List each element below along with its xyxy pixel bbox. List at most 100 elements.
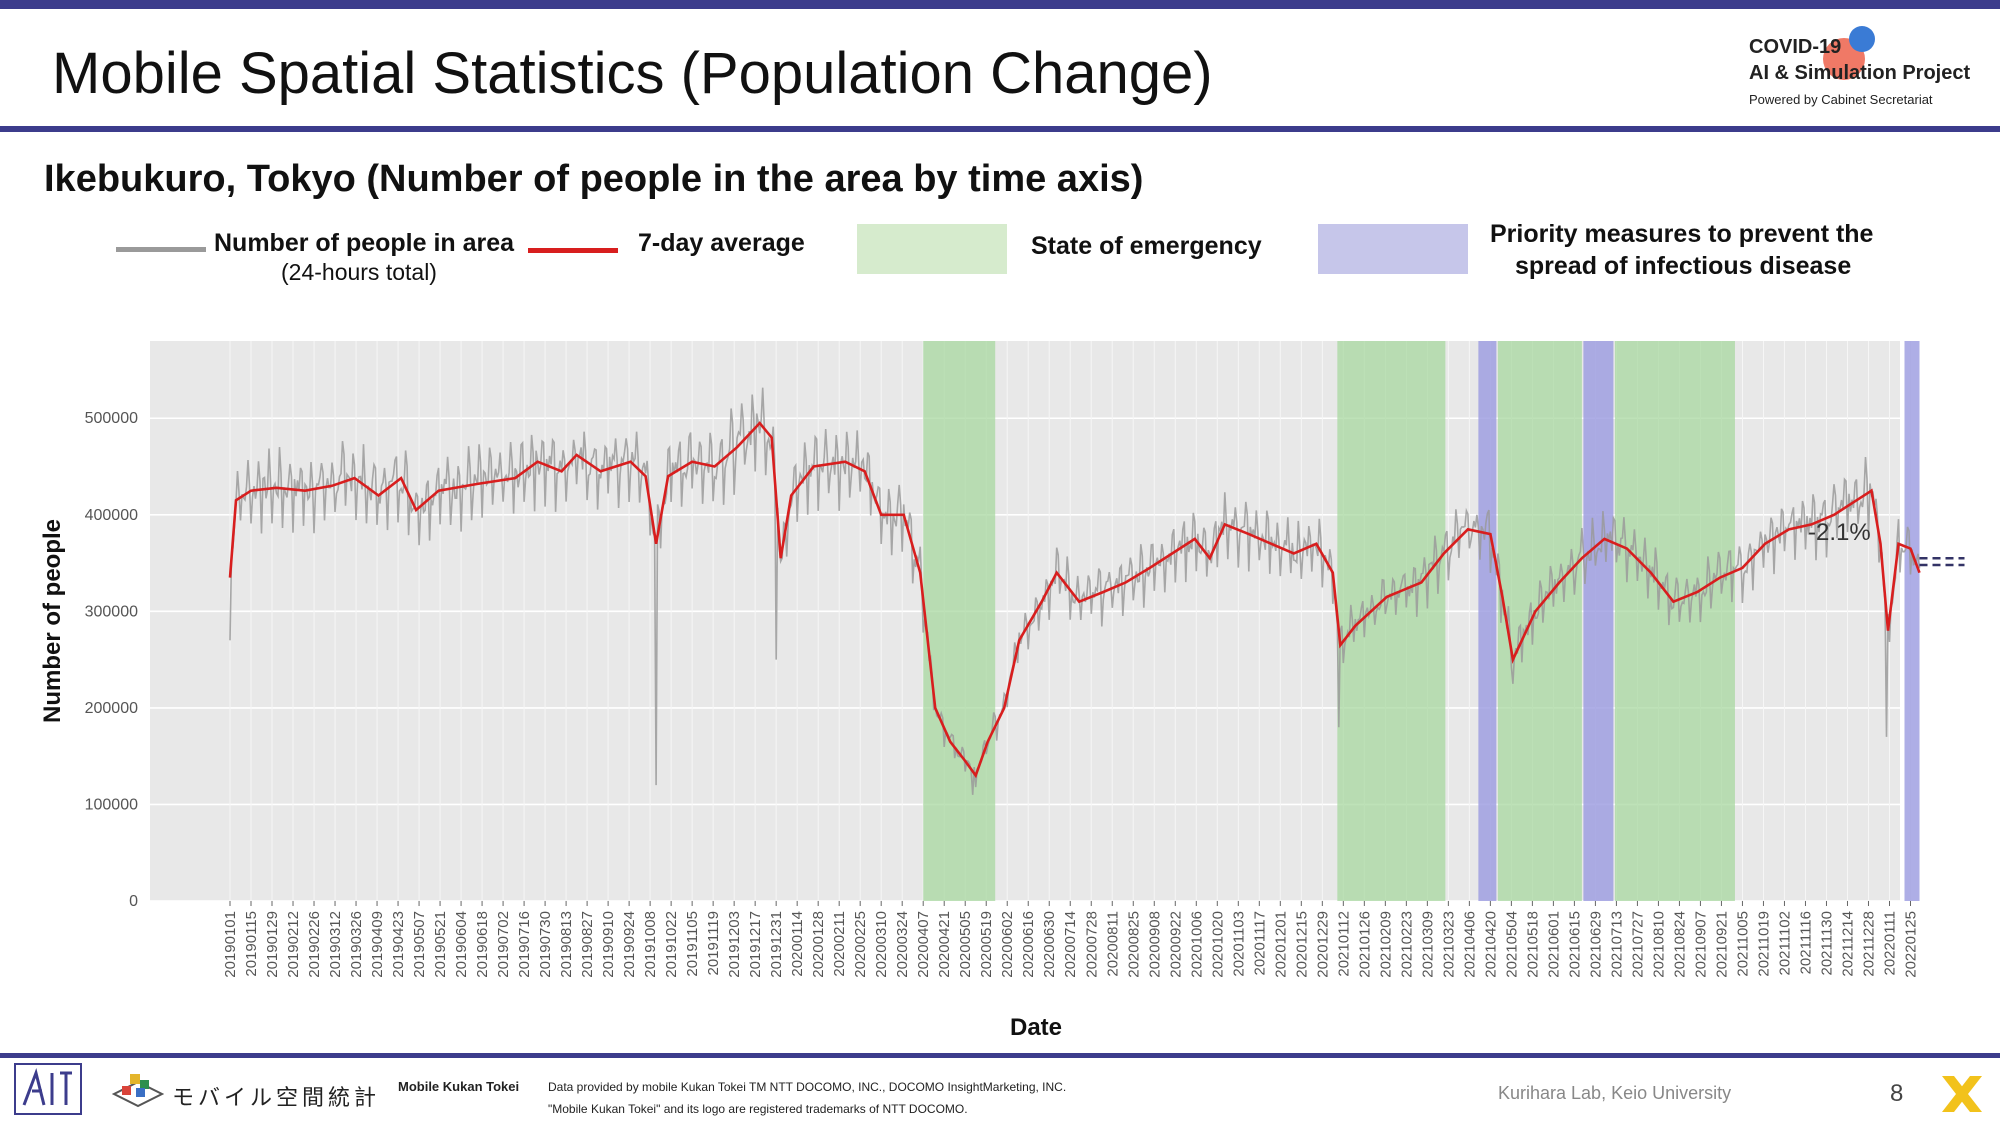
- y-tick-label: 400000: [85, 507, 138, 524]
- daily-people-line: [229, 387, 1921, 795]
- legend-daily-sublabel: (24-hours total): [281, 259, 437, 285]
- x-tick-label: 20210112: [1335, 911, 1352, 977]
- x-axis-label: Date: [1010, 1014, 1062, 1041]
- university-emblem-icon: [14, 1063, 82, 1115]
- x-tick-label: 20211005: [1734, 911, 1751, 977]
- x-tick-label: 20210615: [1566, 911, 1583, 978]
- x-tick-label: 20210518: [1524, 911, 1541, 978]
- x-tick-label: 20190115: [243, 911, 260, 977]
- legend-average-label: 7-day average: [638, 229, 805, 257]
- legend-daily-label: Number of people in area: [214, 229, 515, 257]
- x-tick-label: 20201020: [1209, 911, 1226, 978]
- top-accent-bar: [0, 0, 2000, 9]
- x-tick-label: 20190101: [222, 911, 239, 978]
- x-tick-label: 20200811: [1104, 911, 1121, 977]
- x-tick-label: 20190226: [306, 911, 323, 978]
- y-tick-label: 500000: [85, 410, 138, 427]
- x-tick-label: 20210223: [1398, 911, 1415, 978]
- x-tick-label: 20200128: [810, 911, 827, 978]
- x-tick-label: 20200407: [915, 911, 932, 978]
- x-mark-logo-icon: [1942, 1076, 1982, 1112]
- x-tick-label: 20200714: [1062, 911, 1079, 978]
- x-tick-label: 20200630: [1041, 911, 1058, 978]
- page-number: 8: [1890, 1080, 1904, 1107]
- legend-priority-label-1: Priority measures to prevent the: [1490, 220, 1874, 248]
- x-tick-label: 20190827: [579, 911, 596, 978]
- x-tick-label: 20191022: [663, 911, 680, 978]
- x-tick-label: 20220125: [1902, 911, 1919, 978]
- emergency-period-band: [1337, 341, 1446, 901]
- x-tick-label: 20190604: [453, 911, 470, 978]
- x-tick-label: 20200505: [957, 911, 974, 978]
- x-tick-label: 20200310: [873, 911, 890, 978]
- x-tick-label: 20190312: [327, 911, 344, 978]
- x-tick-label: 20201215: [1293, 911, 1310, 978]
- x-tick-label: 20210824: [1671, 911, 1688, 978]
- x-tick-label: 20201229: [1314, 911, 1331, 978]
- priority-period-band: [1583, 341, 1614, 901]
- x-tick-label: 20210504: [1503, 911, 1520, 978]
- lab-credit: Kurihara Lab, Keio University: [1498, 1083, 1732, 1103]
- change-annotation: -2.1%: [1808, 519, 1871, 546]
- x-tick-label: 20190910: [600, 911, 617, 978]
- y-tick-label: 0: [129, 893, 138, 910]
- x-tick-label: 20200324: [894, 911, 911, 978]
- x-tick-label: 20210907: [1692, 911, 1709, 978]
- x-tick-label: 20200922: [1167, 911, 1184, 978]
- x-tick-label: 20200908: [1146, 911, 1163, 978]
- logo-blue-dot: [1849, 26, 1875, 52]
- x-tick-label: 20210629: [1587, 911, 1604, 978]
- x-tick-label: 20190326: [348, 911, 365, 978]
- x-tick-label: 20210713: [1608, 911, 1625, 978]
- x-tick-label: 20190409: [369, 911, 386, 978]
- source-line-2: "Mobile Kukan Tokei" and its logo are re…: [548, 1102, 968, 1116]
- y-tick-label: 300000: [85, 603, 138, 620]
- source-title: Mobile Kukan Tokei: [398, 1079, 520, 1094]
- footer-divider: [0, 1053, 2000, 1058]
- legend-average-swatch: [528, 248, 618, 253]
- x-tick-label: 20190730: [537, 911, 554, 978]
- x-tick-label: 20200728: [1083, 911, 1100, 978]
- x-tick-label: 20190129: [264, 911, 281, 978]
- x-tick-label: 20191008: [642, 911, 659, 978]
- x-tick-label: 20211228: [1860, 911, 1877, 977]
- x-tick-label: 20210921: [1713, 911, 1730, 978]
- x-tick-label: 20191203: [726, 911, 743, 978]
- x-tick-label: 20201201: [1272, 911, 1289, 978]
- x-tick-label: 20190423: [390, 911, 407, 978]
- y-tick-label: 200000: [85, 700, 138, 717]
- legend-emergency-label: State of emergency: [1031, 232, 1262, 260]
- legend-priority-swatch: [1318, 224, 1468, 274]
- x-tick-label: 20190618: [474, 911, 491, 978]
- x-tick-label: 20210727: [1629, 911, 1646, 978]
- x-tick-label: 20201117: [1251, 911, 1268, 976]
- x-tick-label: 20190212: [285, 911, 302, 978]
- emergency-period-band: [923, 341, 996, 901]
- x-tick-label: 20211102: [1776, 911, 1793, 976]
- x-tick-label: 20200602: [999, 911, 1016, 978]
- x-tick-label: 20190702: [495, 911, 512, 978]
- x-tick-label: 20210601: [1545, 911, 1562, 978]
- x-tick-label: 20190924: [621, 911, 638, 978]
- x-tick-label: 20190716: [516, 911, 533, 978]
- legend-priority-label-2: spread of infectious disease: [1515, 252, 1852, 280]
- population-chart: 0 100000 200000 300000 400000 500000 -2.1% 2019…: [39, 341, 1965, 1041]
- x-tick-label: 20211019: [1755, 911, 1772, 977]
- chart-subtitle: Ikebukuro, Tokyo (Number of people in th…: [44, 158, 1144, 200]
- legend-daily-swatch: [116, 247, 206, 252]
- x-tick-label: 20200616: [1020, 911, 1037, 978]
- x-tick-label: 20210309: [1419, 911, 1436, 978]
- x-tick-label: 20190507: [411, 911, 428, 978]
- x-tick-label: 20210406: [1461, 911, 1478, 978]
- source-line-1: Data provided by mobile Kukan Tokei TM N…: [548, 1080, 1067, 1094]
- x-tick-label: 20191217: [747, 911, 764, 978]
- logo-line-3: Powered by Cabinet Secretariat: [1749, 92, 1933, 107]
- x-tick-label: 20210420: [1482, 911, 1499, 978]
- emergency-period-band: [1497, 341, 1582, 901]
- title-divider: [0, 126, 2000, 132]
- x-tick-label: 20210810: [1650, 911, 1667, 978]
- x-tick-label: 20200211: [831, 911, 848, 977]
- emergency-period-band: [1614, 341, 1735, 901]
- x-tick-label: 20200519: [978, 911, 995, 978]
- x-tick-label: 20211130: [1818, 911, 1835, 976]
